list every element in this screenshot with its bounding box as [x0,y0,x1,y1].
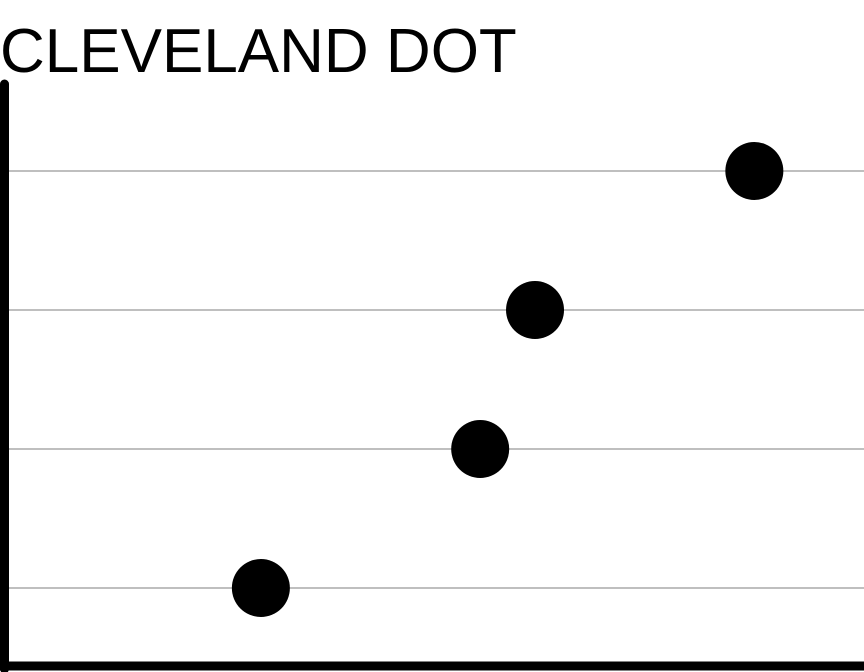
dot-4 [725,142,784,200]
dots [231,142,784,617]
chart-title: CLEVELAND DOT [0,17,517,86]
dot-2 [451,420,510,478]
axes [0,79,864,672]
dot-3 [506,281,565,339]
gridlines [5,170,864,589]
dot-1 [231,559,290,617]
